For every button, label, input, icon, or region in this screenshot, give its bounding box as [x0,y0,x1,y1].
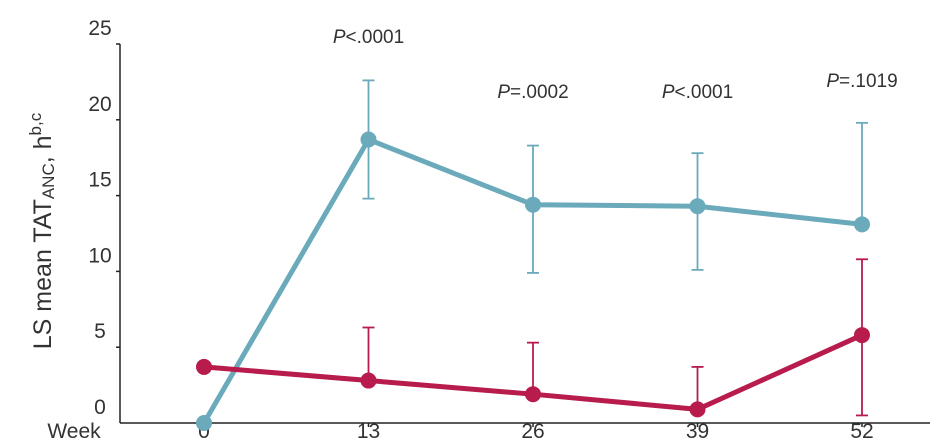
data-point [525,386,541,403]
x-tick-label: 52 [850,420,873,441]
x-ticks: 013263952 [198,420,874,441]
p-value-label: P<.0001 [662,82,733,103]
y-axis-label-superscript: b,c [26,112,45,135]
y-tick-label: 15 [88,169,111,192]
series-points [196,131,870,431]
data-point [854,216,870,233]
data-point [854,327,870,344]
data-point [689,198,706,215]
y-tick-label: 5 [94,320,106,343]
p-value-annotations: P<.0001 P=.0002 P<.0001 P=.1019 [333,27,898,103]
data-point [689,401,706,418]
x-tick-label: 39 [686,420,709,441]
y-tick-label: 20 [88,93,111,116]
y-tick-label: 10 [88,244,111,267]
y-axis-label-subscript: ANC [39,163,58,199]
y-tick-label: 25 [88,17,111,40]
y-ticks: 0 5 10 15 20 25 [88,17,120,419]
data-point [525,196,541,213]
data-point [196,415,212,431]
p-value-label: P<.0001 [333,27,404,48]
y-axis-label-unit: , h [29,135,57,163]
p-value-label: P=.1019 [826,71,897,92]
p-value-label: P=.0002 [497,82,568,103]
y-axis-label-main: LS mean TAT [29,199,57,349]
axes [119,44,930,424]
x-tick-label: 13 [357,420,380,441]
data-point [360,131,377,148]
x-axis-prefix-label: Week [47,420,101,441]
y-axis-label: LS mean TATANC, hb,c [26,112,58,349]
y-tick-label: 0 [94,396,106,419]
x-tick-label: 26 [521,420,544,441]
data-point [196,358,212,375]
data-point [360,372,377,389]
